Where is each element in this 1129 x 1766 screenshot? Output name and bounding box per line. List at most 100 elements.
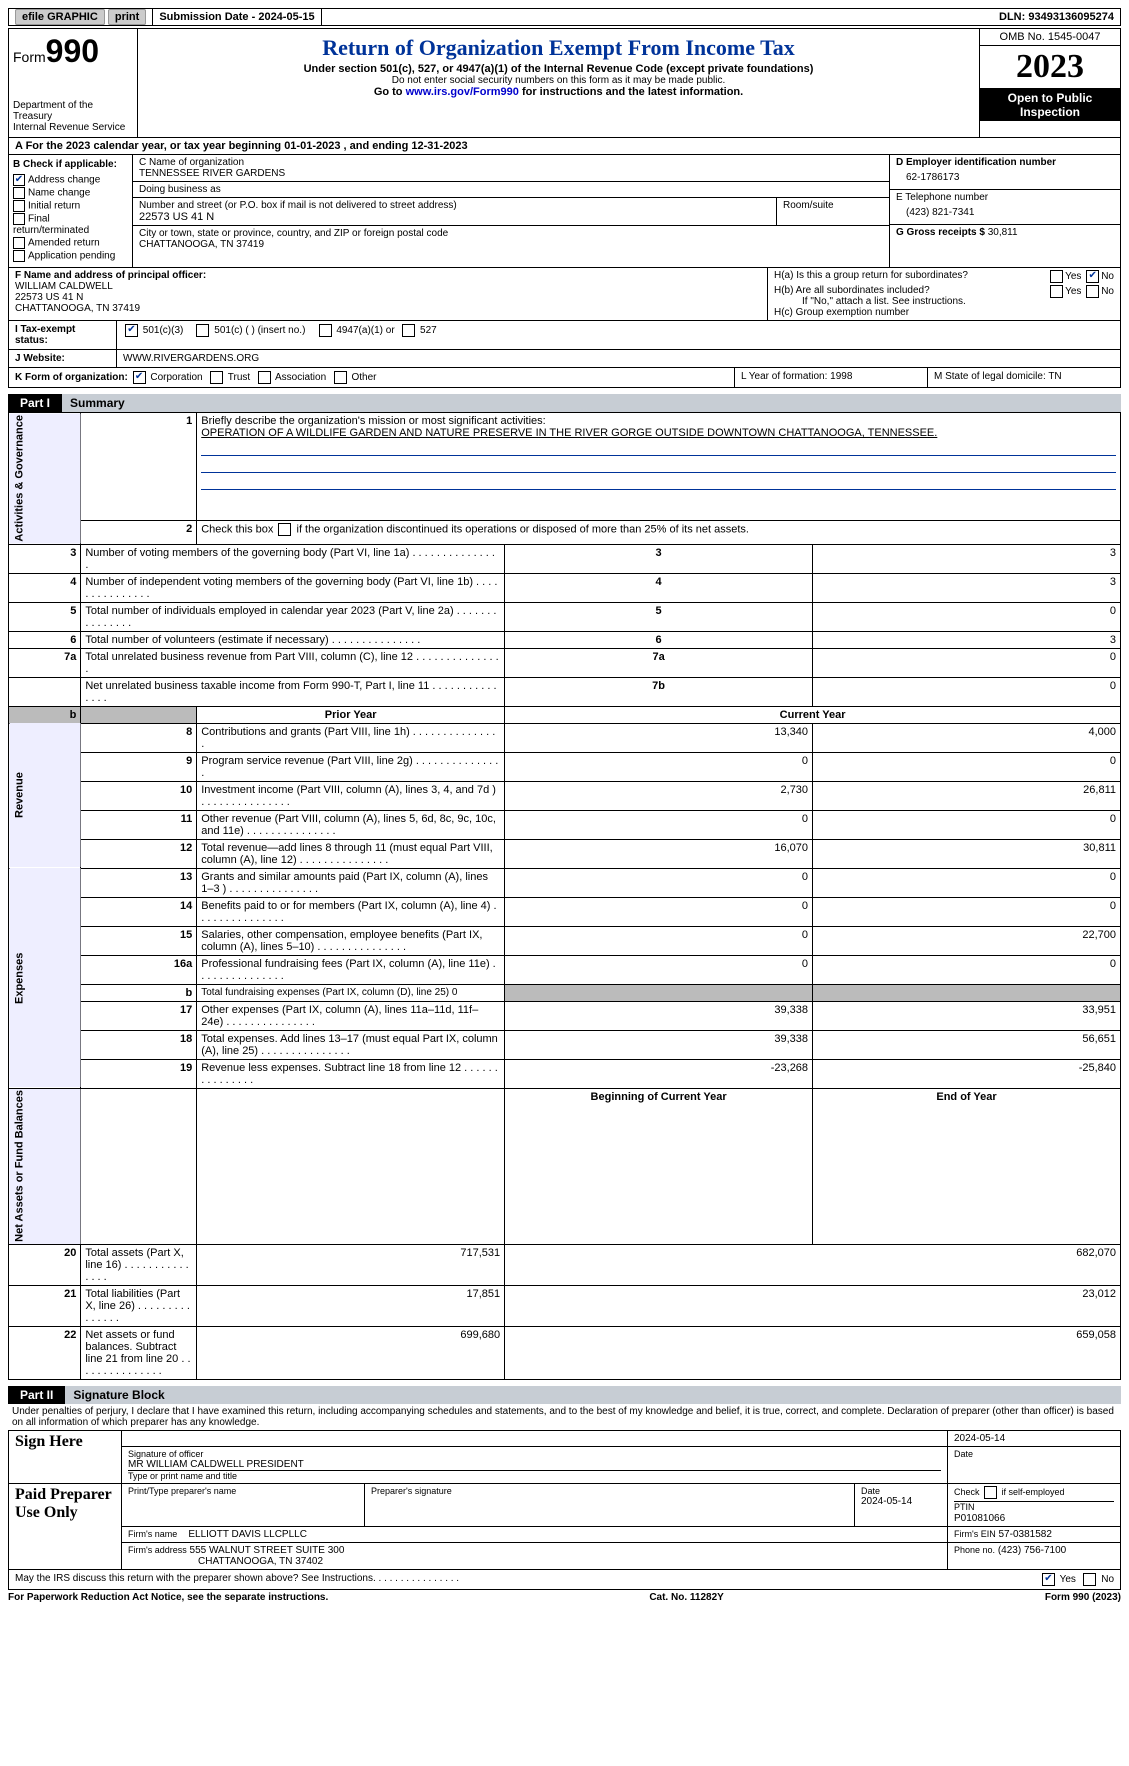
chk-initial-return[interactable]: Initial return [13, 200, 128, 212]
line11-current: 0 [813, 810, 1121, 839]
line14-desc: Benefits paid to or for members (Part IX… [197, 897, 505, 926]
end-year-header: End of Year [813, 1088, 1121, 1245]
efile-button[interactable]: efile GRAPHIC [15, 9, 105, 25]
line12-desc: Total revenue—add lines 8 through 11 (mu… [197, 839, 505, 868]
line8-num: 8 [81, 723, 197, 752]
discuss-no[interactable] [1083, 1573, 1096, 1586]
top-bar: efile GRAPHIC print Submission Date - 20… [8, 8, 1121, 26]
line19-num: 19 [81, 1059, 197, 1088]
line21-begin: 17,851 [197, 1286, 505, 1327]
firm-addr1: 555 WALNUT STREET SUITE 300 [190, 1545, 345, 1556]
org-name: TENNESSEE RIVER GARDENS [139, 168, 883, 179]
line14-num: 14 [81, 897, 197, 926]
line2-desc: Check this box if the organization disco… [197, 520, 1121, 544]
line7a-box: 7a [505, 648, 813, 677]
line11-prior: 0 [505, 810, 813, 839]
print-button[interactable]: print [108, 9, 146, 25]
line6-num: 6 [9, 631, 81, 648]
mission-cell: Briefly describe the organization's miss… [197, 413, 1121, 521]
firm-name: ELLIOTT DAVIS LLCPLLC [188, 1529, 307, 1540]
prior-year-header: Prior Year [197, 706, 505, 723]
line8-desc: Contributions and grants (Part VIII, lin… [197, 723, 505, 752]
discuss-yes[interactable] [1042, 1573, 1055, 1586]
chk-name-change[interactable]: Name change [13, 187, 128, 199]
chk-527[interactable] [402, 324, 415, 337]
chk-trust[interactable] [210, 371, 223, 384]
officer-sig: MR WILLIAM CALDWELL PRESIDENT [128, 1459, 941, 1470]
website-value: WWW.RIVERGARDENS.ORG [117, 350, 1120, 367]
form-header: Form990 Department of the Treasury Inter… [8, 28, 1121, 138]
line7b-val: 0 [813, 677, 1121, 706]
gross-value: 30,811 [988, 227, 1018, 238]
lineb-num: b [81, 984, 197, 1001]
officer-name: WILLIAM CALDWELL [15, 281, 761, 292]
gross-label: G Gross receipts $ [896, 227, 985, 238]
hb-yes[interactable] [1050, 285, 1063, 298]
line22-begin: 699,680 [197, 1327, 505, 1380]
phone-label: E Telephone number [896, 192, 1114, 203]
line18-desc: Total expenses. Add lines 13–17 (must eq… [197, 1030, 505, 1059]
city-value: CHATTANOOGA, TN 37419 [139, 239, 883, 250]
hb-no[interactable] [1086, 285, 1099, 298]
vlabel-revenue: Revenue [9, 723, 81, 868]
chk-501c[interactable] [196, 324, 209, 337]
l-value: L Year of formation: 1998 [735, 368, 928, 387]
line19-prior: -23,268 [505, 1059, 813, 1088]
submission-date: Submission Date - 2024-05-15 [153, 9, 321, 25]
chk-amended-return[interactable]: Amended return [13, 237, 128, 249]
chk-discontinued[interactable] [278, 523, 291, 536]
line9-current: 0 [813, 752, 1121, 781]
begin-year-header: Beginning of Current Year [505, 1088, 813, 1245]
hb-label: H(b) Are all subordinates included? [774, 285, 930, 296]
line22-desc: Net assets or fund balances. Subtract li… [81, 1327, 197, 1380]
part1-tab: Part I [8, 394, 62, 412]
header-left: Form990 Department of the Treasury Inter… [9, 29, 138, 137]
chk-assoc[interactable] [258, 371, 271, 384]
chk-final-return-terminated[interactable]: Final return/terminated [13, 213, 128, 236]
chk-address-change[interactable]: Address change [13, 174, 128, 186]
line12-current: 30,811 [813, 839, 1121, 868]
tax-year: 2023 [980, 46, 1120, 89]
entity-block: B Check if applicable: Address changeNam… [8, 155, 1121, 268]
ha-no[interactable] [1086, 270, 1099, 283]
line8-current: 4,000 [813, 723, 1121, 752]
vlabel-governance: Activities & Governance [9, 413, 81, 545]
part1-header: Part I Summary [8, 394, 1121, 412]
line10-desc: Investment income (Part VIII, column (A)… [197, 781, 505, 810]
row-j: J Website: WWW.RIVERGARDENS.ORG [8, 350, 1121, 368]
type-name-label: Type or print name and title [128, 1470, 941, 1481]
prep-name-label: Print/Type preparer's name [128, 1486, 358, 1496]
j-label: J Website: [9, 350, 117, 367]
line13-prior: 0 [505, 868, 813, 897]
chk-corp[interactable] [133, 371, 146, 384]
chk-501c3[interactable] [125, 324, 138, 337]
chk-4947[interactable] [319, 324, 332, 337]
ha-yes[interactable] [1050, 270, 1063, 283]
chk-other[interactable] [334, 371, 347, 384]
sig-officer-label: Signature of officer [128, 1449, 941, 1459]
line8-prior: 13,340 [505, 723, 813, 752]
form-subtitle: Under section 501(c), 527, or 4947(a)(1)… [146, 63, 971, 75]
chk-application-pending[interactable]: Application pending [13, 250, 128, 262]
name-label: C Name of organization [139, 157, 883, 168]
irs-link[interactable]: www.irs.gov/Form990 [406, 86, 519, 98]
line3-num: 3 [9, 544, 81, 573]
line1-num: 1 [81, 413, 197, 521]
row-i: I Tax-exempt status: 501(c)(3) 501(c) ( … [8, 321, 1121, 350]
box-f: F Name and address of principal officer:… [9, 268, 768, 320]
sign-here-label: Sign Here [9, 1431, 122, 1484]
line16a-desc: Professional fundraising fees (Part IX, … [197, 955, 505, 984]
part2-title: Signature Block [65, 1386, 1121, 1404]
line4-num: 4 [9, 573, 81, 602]
box-deg: D Employer identification number 62-1786… [889, 155, 1120, 267]
line6-box: 6 [505, 631, 813, 648]
date-label: Date [948, 1447, 1121, 1484]
line6-val: 3 [813, 631, 1121, 648]
chk-self-employed[interactable] [984, 1486, 997, 1499]
k-content: K Form of organization: Corporation Trus… [9, 368, 735, 387]
line18-prior: 39,338 [505, 1030, 813, 1059]
line3-box: 3 [505, 544, 813, 573]
ein-label: D Employer identification number [896, 157, 1114, 168]
line5-box: 5 [505, 602, 813, 631]
dln: DLN: 93493136095274 [993, 9, 1120, 25]
